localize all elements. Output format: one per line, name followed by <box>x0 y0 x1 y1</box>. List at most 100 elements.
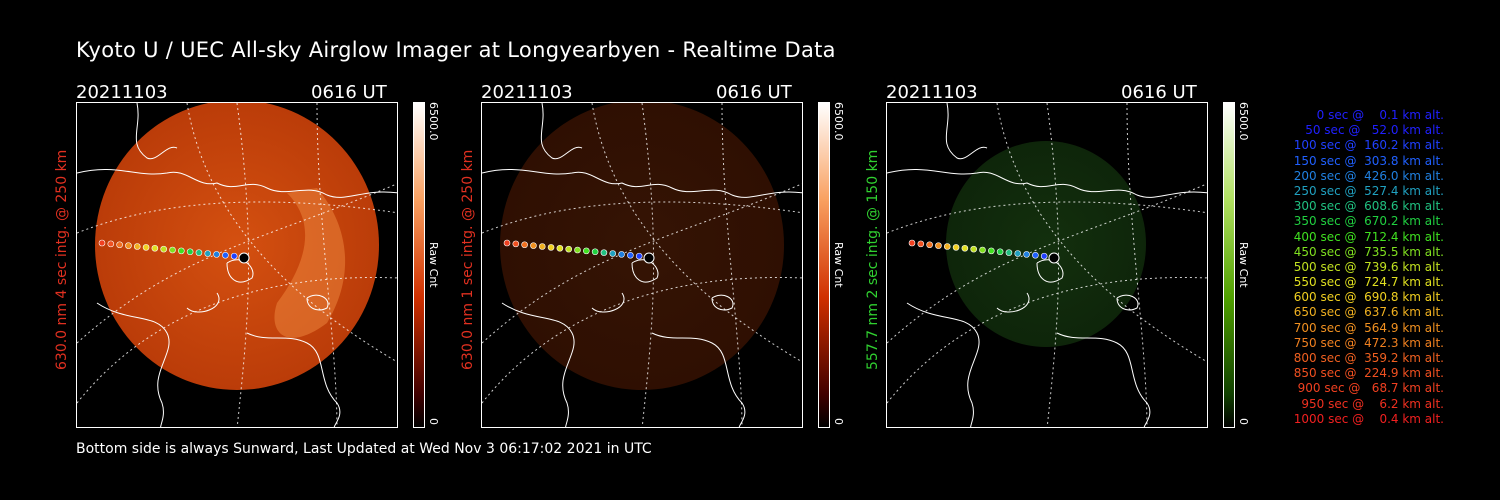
track-point <box>618 251 625 258</box>
panel-3-date: 20211103 <box>886 82 978 103</box>
panel-2-ylabel: 630.0 nm 1 sec intg. @ 250 km <box>460 149 476 370</box>
graticule-line <box>591 103 802 363</box>
legend-row: 150 sec @ 303.8 km alt. <box>1289 153 1444 168</box>
station-marker <box>238 252 250 264</box>
airglow-disk <box>946 141 1146 347</box>
panel-3-image <box>886 102 1208 428</box>
track-point <box>1032 251 1039 259</box>
track-point <box>574 246 581 254</box>
legend-row: 0 sec @ 0.1 km alt. <box>1305 108 1444 122</box>
graticule-line <box>482 183 802 344</box>
panel-3-cbar-unit: Raw Cnt <box>1237 242 1250 288</box>
graticule-line <box>482 277 802 404</box>
track-point <box>204 250 212 257</box>
panel-1-time: 0616 UT <box>311 82 387 103</box>
legend-row: 950 sec @ 6.2 km alt. <box>1297 396 1444 411</box>
track-point <box>935 242 942 249</box>
track-point <box>635 252 643 260</box>
coastline <box>482 103 802 427</box>
legend-row: 300 sec @ 608.6 km alt. <box>1289 199 1444 214</box>
legend-row: 1000 sec @ 0.4 km alt. <box>1293 411 1444 426</box>
track-point <box>600 249 608 256</box>
track-point <box>917 240 925 248</box>
graticule-line <box>1126 103 1148 427</box>
track-point <box>583 247 590 255</box>
panel-2-cbar-max: 6500.0 <box>832 102 845 141</box>
track-point <box>1005 249 1013 256</box>
track-point <box>609 250 617 257</box>
track-point <box>961 244 969 252</box>
panel-2-date: 20211103 <box>481 82 573 103</box>
track-point <box>160 245 167 253</box>
track-point <box>908 239 916 247</box>
legend-row: 350 sec @ 670.2 km alt. <box>1289 214 1444 229</box>
panel-3-time: 0616 UT <box>1121 82 1197 103</box>
legend-row: 900 sec @ 68.7 km alt. <box>1293 381 1444 396</box>
track-point <box>503 239 511 247</box>
track-point <box>996 248 1004 256</box>
graticule-line <box>887 183 1207 344</box>
panel-1-colorbar <box>413 102 425 428</box>
track-point <box>98 239 106 247</box>
panel-2-image <box>481 102 803 428</box>
track-point <box>943 243 951 250</box>
track-point <box>530 242 537 249</box>
panel-1-image <box>76 102 398 428</box>
track-point <box>133 243 141 250</box>
panel-3-colorbar <box>1223 102 1235 428</box>
station-marker <box>643 252 655 264</box>
panel-2-cbar-min: 0 <box>832 418 845 425</box>
panel-3-cbar-min: 0 <box>1237 418 1250 425</box>
panel-1-ylabel: 630.0 nm 4 sec intg. @ 250 km <box>54 149 70 370</box>
track-point <box>1040 252 1048 260</box>
coastline <box>887 103 1207 427</box>
track-point <box>186 248 194 256</box>
track-point <box>556 244 564 252</box>
track-point <box>538 243 546 250</box>
track-point <box>512 240 520 248</box>
track-point <box>116 241 123 249</box>
legend-row: 800 sec @ 359.2 km alt. <box>1289 351 1444 365</box>
track-point <box>979 246 986 254</box>
track-point <box>565 245 572 253</box>
panel-1-date: 20211103 <box>76 82 168 103</box>
panel-2-cbar-unit: Raw Cnt <box>832 242 845 288</box>
panel-1-cbar-max: 6500.0 <box>427 102 440 141</box>
track-point <box>151 244 159 252</box>
panel-2-colorbar <box>818 102 830 428</box>
track-point <box>1023 251 1030 258</box>
panel-1-cbar-min: 0 <box>427 418 440 425</box>
graticule-line <box>77 183 397 344</box>
track-point <box>169 246 176 254</box>
track-point <box>952 244 960 251</box>
track-point <box>970 245 977 253</box>
legend-row: 450 sec @ 735.5 km alt. <box>1289 244 1444 259</box>
legend-row: 400 sec @ 712.4 km alt. <box>1289 229 1444 244</box>
page-title: Kyoto U / UEC All-sky Airglow Imager at … <box>76 38 836 62</box>
legend-row: 700 sec @ 564.9 km alt. <box>1289 320 1444 335</box>
graticule-line <box>641 103 655 427</box>
legend-row: 100 sec @ 160.2 km alt. <box>1289 138 1444 153</box>
track-point <box>142 244 150 251</box>
coastline <box>77 103 397 427</box>
station-marker <box>1048 252 1060 264</box>
track-point <box>547 244 555 251</box>
track-point <box>125 242 132 249</box>
track-point <box>591 248 599 256</box>
panel-1-cbar-unit: Raw Cnt <box>427 242 440 288</box>
panel-3-cbar-max: 6500.0 <box>1237 102 1250 141</box>
graticule-line <box>316 103 338 427</box>
graticule-line <box>236 103 250 427</box>
legend-row: 750 sec @ 472.3 km alt. <box>1289 335 1444 350</box>
legend-row: 50 sec @ 52.0 km alt. <box>1297 123 1444 138</box>
track-point <box>926 241 933 249</box>
footer-status: Bottom side is always Sunward, Last Upda… <box>76 441 652 457</box>
track-point <box>213 251 220 258</box>
graticule-line <box>1046 103 1060 427</box>
panel-2-time: 0616 UT <box>716 82 792 103</box>
track-point <box>222 251 229 259</box>
legend-row: 250 sec @ 527.4 km alt. <box>1289 183 1444 198</box>
legend-row: 200 sec @ 426.0 km alt. <box>1289 168 1444 183</box>
panel-3-ylabel: 557.7 nm 2 sec intg. @ 150 km <box>865 149 881 370</box>
legend-row: 600 sec @ 690.8 km alt. <box>1289 290 1444 305</box>
